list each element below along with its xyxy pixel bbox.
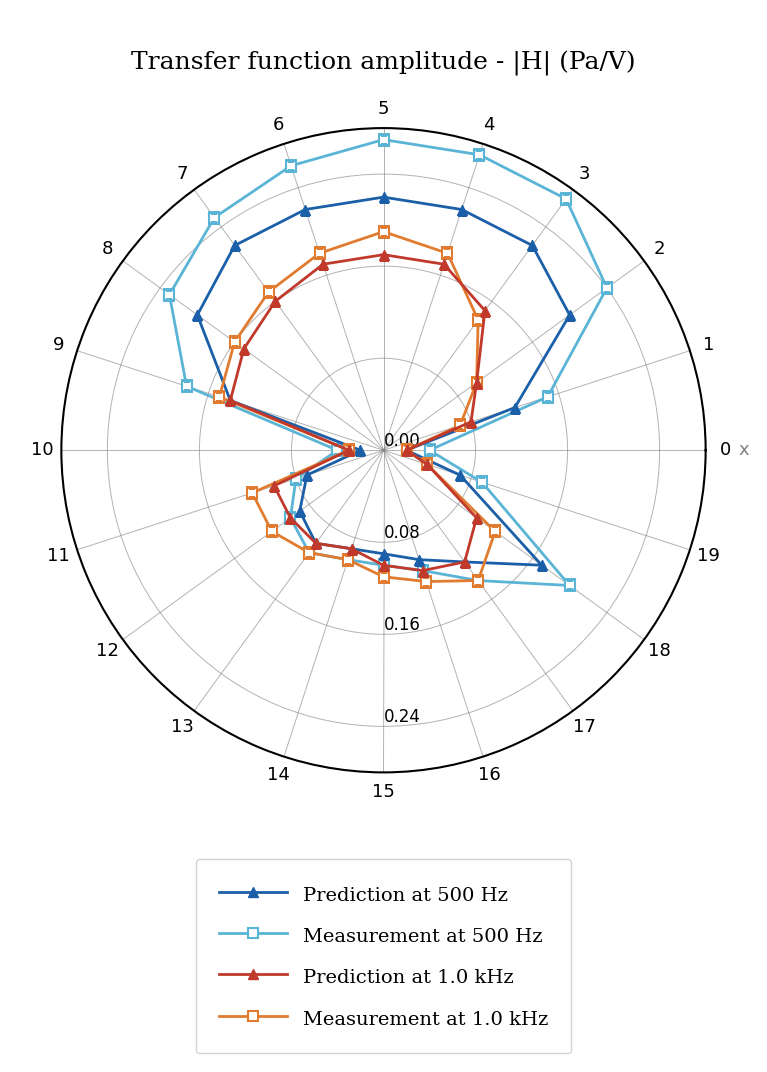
- Measurement at 1.0 kHz: [473, 575, 482, 587]
- Prediction at 500 Hz: [414, 553, 423, 566]
- Measurement at 500 Hz: [425, 444, 434, 457]
- Prediction at 500 Hz: [193, 309, 202, 322]
- Prediction at 1.0 kHz: [472, 376, 481, 389]
- Prediction at 1.0 kHz: [423, 458, 432, 471]
- Measurement at 500 Hz: [182, 379, 191, 392]
- Measurement at 500 Hz: [165, 288, 174, 301]
- Prediction at 500 Hz: [230, 239, 239, 252]
- Prediction at 1.0 kHz: [379, 559, 388, 571]
- Text: x: x: [739, 442, 749, 459]
- Measurement at 1.0 kHz: [315, 247, 324, 259]
- Prediction at 500 Hz: [347, 542, 356, 555]
- Prediction at 500 Hz: [225, 394, 235, 407]
- Prediction at 1.0 kHz: [269, 479, 278, 492]
- Line: Measurement at 1.0 kHz: Measurement at 1.0 kHz: [215, 227, 500, 586]
- Measurement at 1.0 kHz: [422, 575, 431, 587]
- Prediction at 500 Hz: [510, 401, 519, 414]
- Measurement at 1.0 kHz: [267, 525, 276, 538]
- Measurement at 500 Hz: [286, 160, 295, 173]
- Measurement at 1.0 kHz: [304, 547, 314, 560]
- Measurement at 500 Hz: [418, 564, 427, 577]
- Prediction at 500 Hz: [460, 555, 469, 568]
- Prediction at 1.0 kHz: [480, 304, 489, 317]
- Measurement at 1.0 kHz: [472, 376, 481, 389]
- Measurement at 500 Hz: [425, 444, 434, 457]
- Prediction at 500 Hz: [528, 239, 537, 252]
- Prediction at 1.0 kHz: [379, 249, 388, 262]
- Prediction at 1.0 kHz: [472, 511, 481, 524]
- Measurement at 500 Hz: [344, 553, 353, 566]
- Measurement at 500 Hz: [286, 511, 295, 524]
- Measurement at 500 Hz: [379, 559, 388, 571]
- Measurement at 500 Hz: [379, 133, 388, 146]
- Measurement at 1.0 kHz: [344, 444, 354, 457]
- Measurement at 1.0 kHz: [230, 336, 239, 348]
- Measurement at 500 Hz: [291, 473, 301, 486]
- Line: Prediction at 1.0 kHz: Prediction at 1.0 kHz: [225, 250, 490, 576]
- Line: Measurement at 500 Hz: Measurement at 500 Hz: [165, 135, 612, 591]
- Prediction at 500 Hz: [295, 505, 304, 518]
- Measurement at 500 Hz: [561, 193, 571, 206]
- Prediction at 500 Hz: [456, 468, 465, 481]
- Prediction at 500 Hz: [402, 444, 411, 457]
- Measurement at 500 Hz: [602, 282, 611, 295]
- Prediction at 1.0 kHz: [271, 295, 280, 308]
- Prediction at 500 Hz: [457, 203, 466, 215]
- Prediction at 500 Hz: [402, 444, 411, 457]
- Line: Prediction at 500 Hz: Prediction at 500 Hz: [193, 192, 574, 570]
- Prediction at 1.0 kHz: [318, 257, 328, 270]
- Prediction at 500 Hz: [379, 191, 388, 204]
- Measurement at 1.0 kHz: [379, 570, 388, 583]
- Measurement at 1.0 kHz: [402, 444, 411, 457]
- Prediction at 1.0 kHz: [460, 555, 469, 568]
- Measurement at 1.0 kHz: [423, 458, 432, 471]
- Prediction at 1.0 kHz: [402, 444, 411, 457]
- Prediction at 500 Hz: [311, 537, 321, 550]
- Prediction at 1.0 kHz: [344, 444, 354, 457]
- Measurement at 1.0 kHz: [379, 225, 388, 238]
- Prediction at 1.0 kHz: [286, 511, 295, 524]
- Prediction at 500 Hz: [302, 468, 311, 481]
- Measurement at 500 Hz: [210, 211, 219, 224]
- Prediction at 1.0 kHz: [402, 444, 411, 457]
- Prediction at 1.0 kHz: [439, 257, 449, 270]
- Title: Transfer function amplitude - |H| (Pa/V): Transfer function amplitude - |H| (Pa/V): [131, 50, 636, 76]
- Measurement at 1.0 kHz: [473, 313, 482, 326]
- Prediction at 500 Hz: [379, 548, 388, 561]
- Legend: Prediction at 500 Hz, Measurement at 500 Hz, Prediction at 1.0 kHz, Measurement : Prediction at 500 Hz, Measurement at 500…: [196, 860, 571, 1054]
- Measurement at 500 Hz: [333, 444, 342, 457]
- Measurement at 1.0 kHz: [456, 419, 465, 432]
- Measurement at 1.0 kHz: [248, 487, 257, 500]
- Prediction at 1.0 kHz: [347, 542, 356, 555]
- Measurement at 500 Hz: [477, 476, 486, 489]
- Prediction at 1.0 kHz: [418, 564, 427, 577]
- Prediction at 500 Hz: [565, 309, 574, 322]
- Prediction at 1.0 kHz: [311, 537, 321, 550]
- Prediction at 500 Hz: [356, 444, 365, 457]
- Measurement at 500 Hz: [475, 148, 484, 161]
- Measurement at 1.0 kHz: [491, 525, 500, 538]
- Measurement at 1.0 kHz: [344, 553, 353, 566]
- Prediction at 1.0 kHz: [225, 394, 235, 407]
- Prediction at 1.0 kHz: [466, 415, 476, 428]
- Measurement at 1.0 kHz: [402, 444, 411, 457]
- Measurement at 500 Hz: [543, 390, 552, 403]
- Prediction at 500 Hz: [301, 203, 310, 215]
- Measurement at 1.0 kHz: [443, 247, 452, 259]
- Measurement at 500 Hz: [473, 575, 482, 587]
- Measurement at 500 Hz: [565, 579, 574, 592]
- Prediction at 500 Hz: [537, 559, 546, 571]
- Measurement at 500 Hz: [304, 547, 314, 560]
- Measurement at 1.0 kHz: [215, 390, 224, 403]
- Prediction at 1.0 kHz: [239, 342, 249, 355]
- Measurement at 1.0 kHz: [264, 285, 273, 298]
